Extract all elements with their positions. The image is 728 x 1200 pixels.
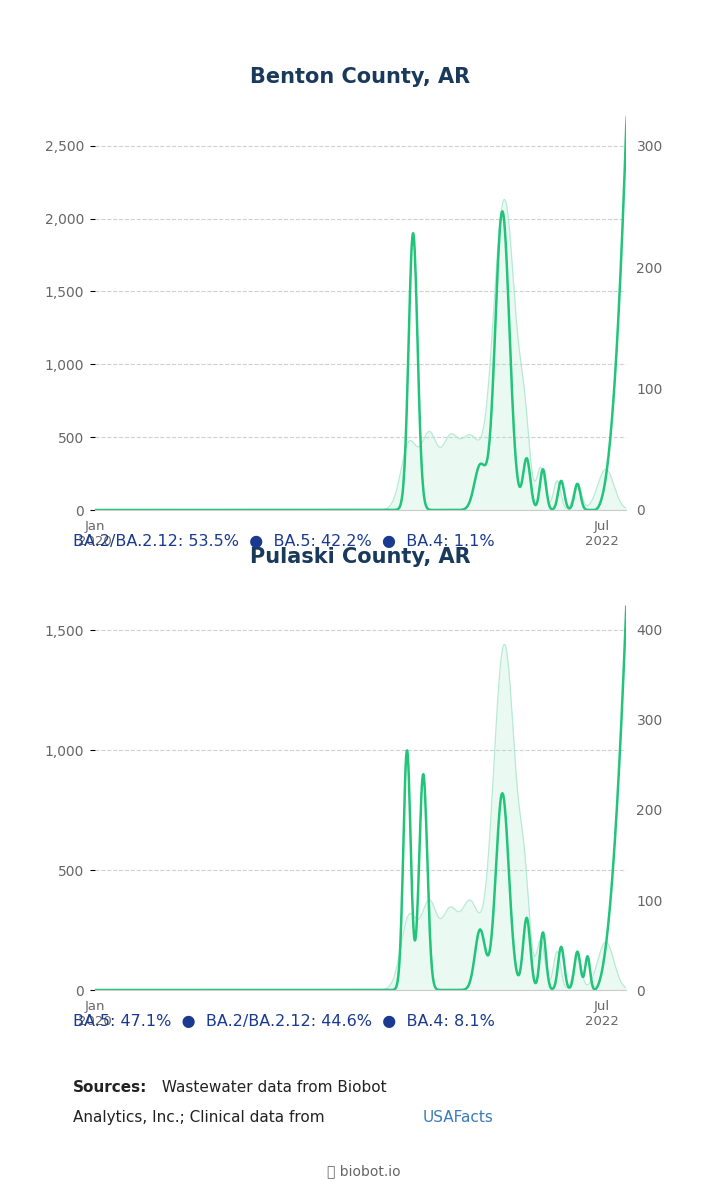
Title: Pulaski County, AR: Pulaski County, AR <box>250 546 471 566</box>
Text: BA.2/BA.2.12: 53.5%  ●  BA.5: 42.2%  ●  BA.4: 1.1%: BA.2/BA.2.12: 53.5% ● BA.5: 42.2% ● BA.4… <box>73 534 494 548</box>
Text: BA.5: 47.1%  ●  BA.2/BA.2.12: 44.6%  ●  BA.4: 8.1%: BA.5: 47.1% ● BA.2/BA.2.12: 44.6% ● BA.4… <box>73 1014 494 1028</box>
Text: Sources:: Sources: <box>73 1080 147 1094</box>
Text: USAFacts: USAFacts <box>422 1110 493 1126</box>
Text: Wastewater data from Biobot: Wastewater data from Biobot <box>157 1080 386 1094</box>
Text: Analytics, Inc.; Clinical data from: Analytics, Inc.; Clinical data from <box>73 1110 329 1126</box>
Title: Benton County, AR: Benton County, AR <box>250 66 470 86</box>
Text: 🔒 biobot.io: 🔒 biobot.io <box>327 1164 401 1178</box>
